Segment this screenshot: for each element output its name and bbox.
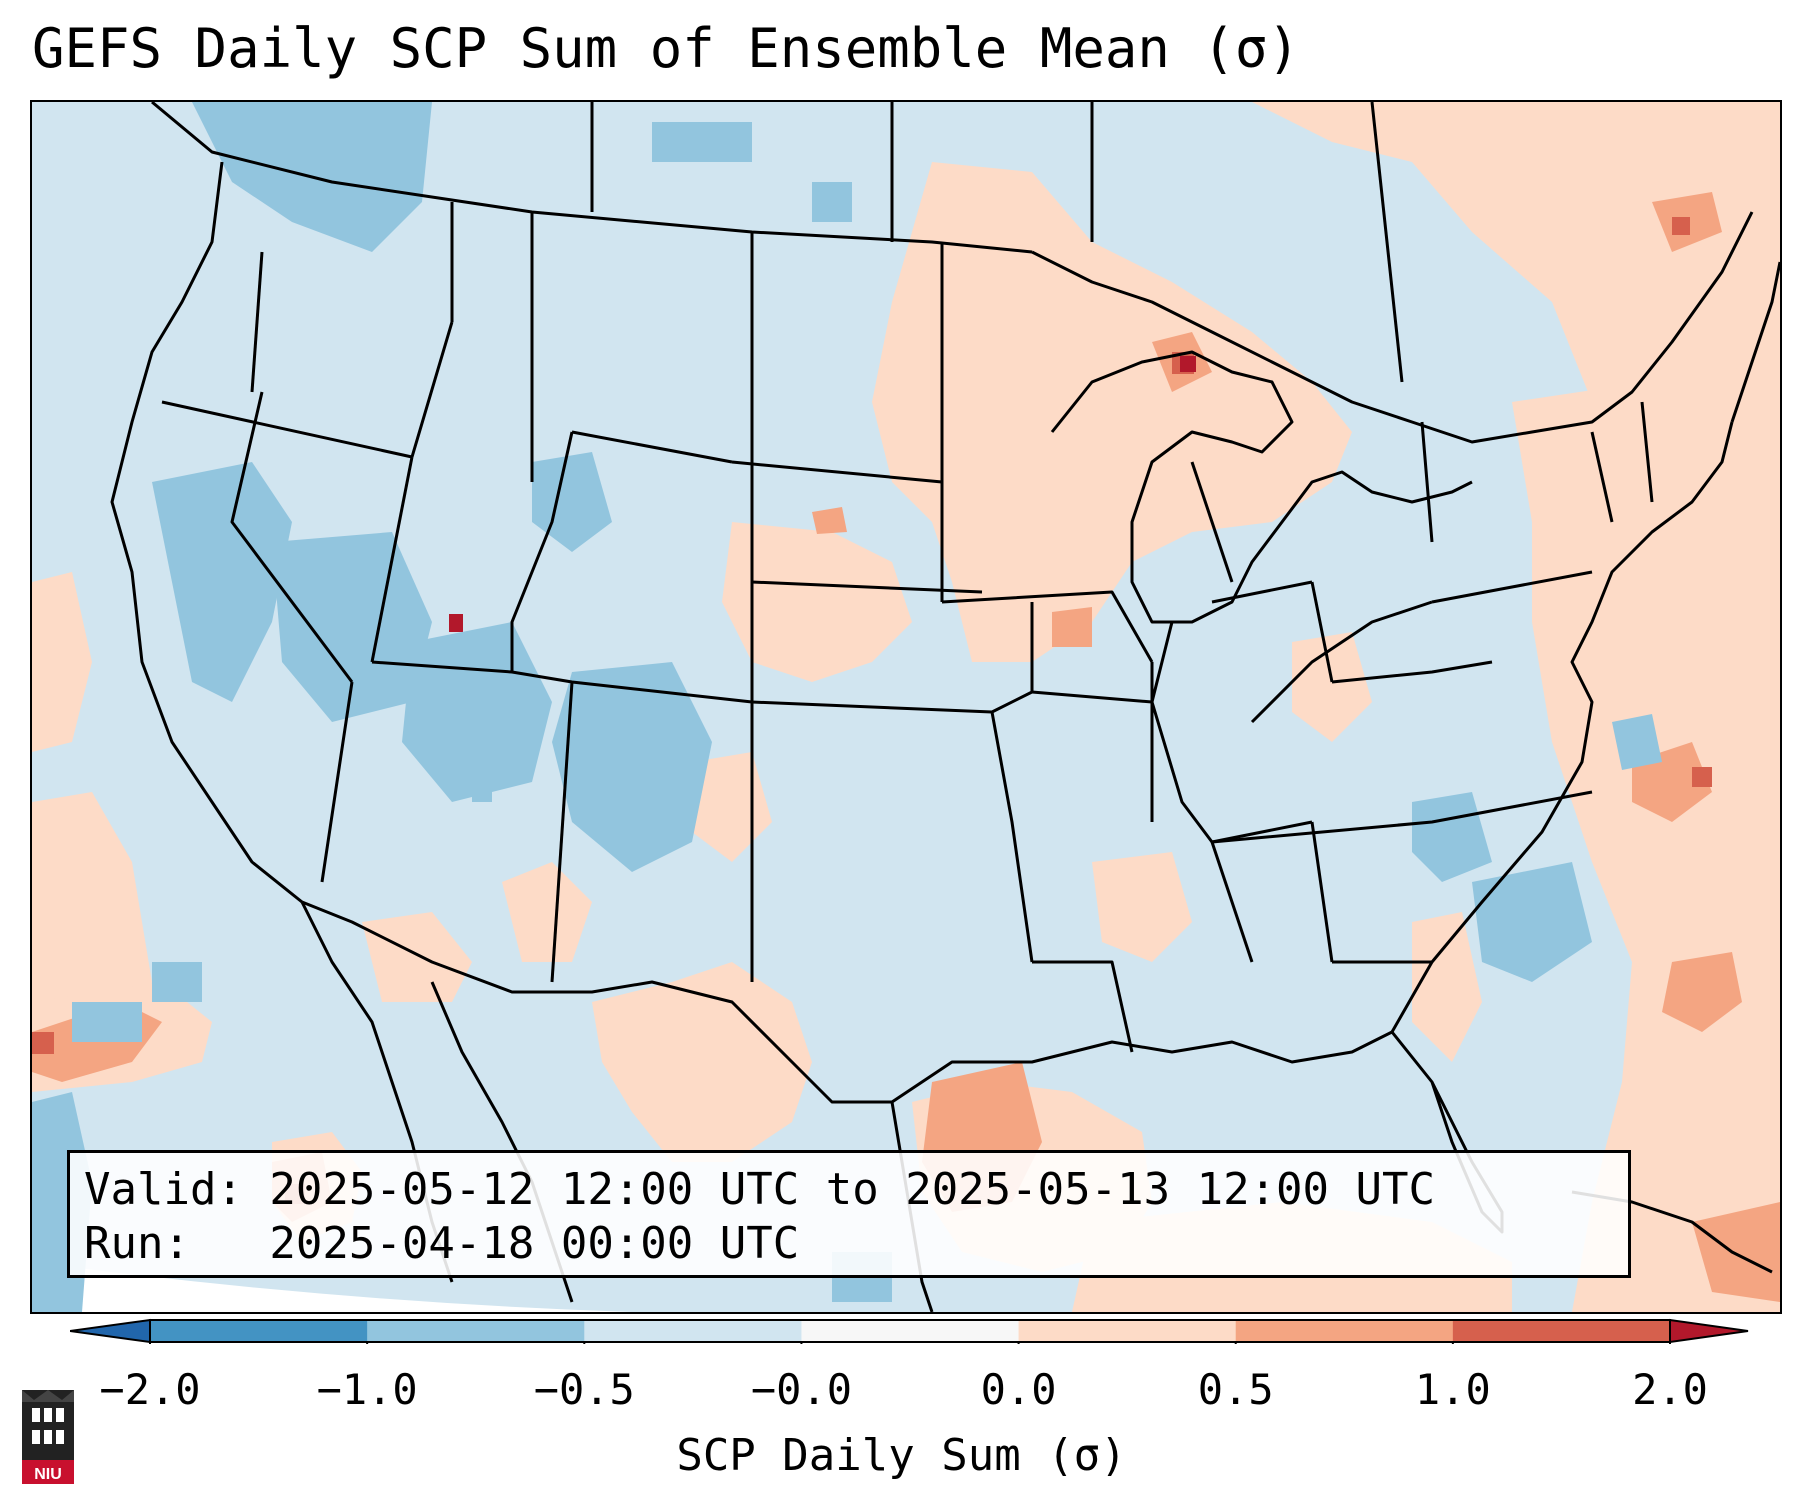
niu-logo-text: NIU xyxy=(34,1466,62,1483)
colorbar-tick-label: 2.0 xyxy=(1632,1365,1708,1414)
niu-logo: NIU xyxy=(22,1390,74,1484)
colorbar-extend-high xyxy=(1669,1318,1749,1344)
colorbar-extend-low xyxy=(70,1318,151,1344)
colorbar-tick-label: 0.0 xyxy=(980,1365,1057,1414)
valid-time-line: Valid: 2025-05-12 12:00 UTC to 2025-05-1… xyxy=(84,1164,1436,1215)
domain-edge xyxy=(32,1262,632,1312)
colorbar-tick-label: −2.0 xyxy=(99,1365,201,1414)
colorbar-segment xyxy=(801,1320,1020,1342)
extreme-positive-spots xyxy=(449,356,1196,632)
colorbar-tick-label: 1.0 xyxy=(1414,1365,1491,1414)
colorbar-segment xyxy=(367,1320,585,1342)
map-canvas xyxy=(32,102,1780,1312)
colorbar-tick-label: −0.0 xyxy=(750,1365,852,1414)
colorbar-label: SCP Daily Sum (σ) xyxy=(676,1430,1127,1481)
map-panel xyxy=(30,100,1782,1314)
valid-run-info-box: Valid: 2025-05-12 12:00 UTC to 2025-05-1… xyxy=(67,1150,1631,1278)
run-time-line: Run: 2025-04-18 00:00 UTC xyxy=(84,1218,800,1269)
colorbar-segment xyxy=(1018,1320,1237,1342)
colorbar-tick-label: −1.0 xyxy=(316,1365,418,1414)
colorbar-segment xyxy=(1235,1320,1454,1342)
colorbar-tick-label: 0.5 xyxy=(1197,1365,1274,1414)
colorbar xyxy=(70,1318,1749,1344)
colorbar-outline xyxy=(149,1319,1671,1343)
colorbar-tick-label: −0.5 xyxy=(533,1365,635,1414)
colorbar-segment xyxy=(150,1320,368,1342)
colorbar-segment xyxy=(1452,1320,1671,1342)
map-title: GEFS Daily SCP Sum of Ensemble Mean (σ) xyxy=(32,17,1300,80)
colorbar-segment xyxy=(584,1320,802,1342)
